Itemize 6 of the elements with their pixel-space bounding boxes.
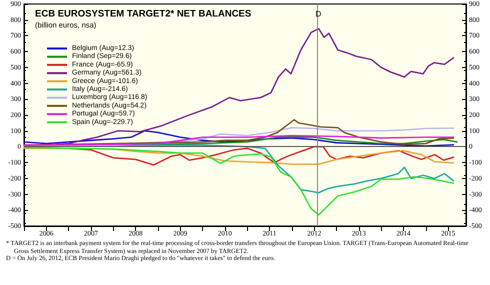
ref-line-label: D bbox=[316, 10, 322, 18]
line-series bbox=[23, 126, 454, 147]
text: ECB EUROSYSTEM TARGET2* NET BALANCES bbox=[35, 8, 252, 20]
line-series bbox=[23, 130, 454, 147]
line-series bbox=[23, 134, 454, 146]
line-series bbox=[23, 146, 454, 216]
